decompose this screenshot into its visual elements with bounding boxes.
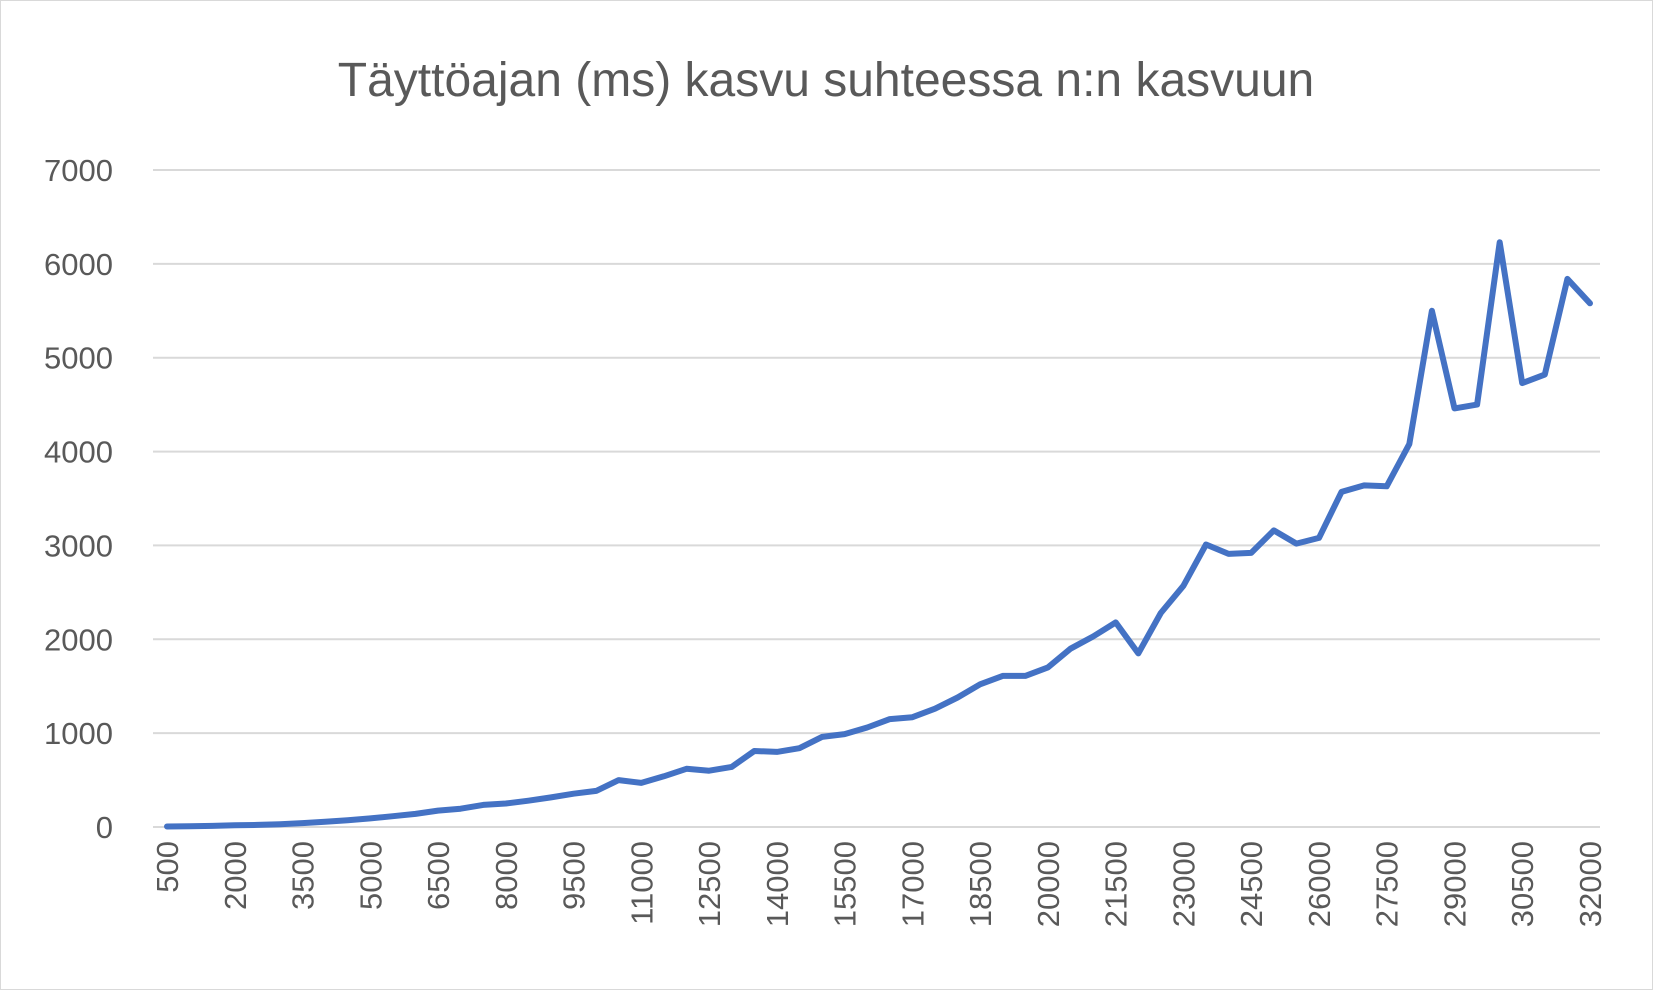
x-tick-label: 26000 [1302,841,1337,927]
x-tick-label: 15500 [828,841,863,927]
y-tick-label: 2000 [44,622,113,657]
y-axis-tick-labels: 0 1000 2000 3000 4000 5000 6000 7000 [44,153,113,845]
x-tick-label: 8000 [489,841,524,910]
y-tick-label: 6000 [44,247,113,282]
y-tick-label: 0 [96,810,113,845]
y-tick-label: 7000 [44,153,113,188]
gridlines [153,169,1600,828]
x-tick-label: 3500 [286,841,321,910]
series-layer [164,239,1593,830]
x-tick-label: 23000 [1166,841,1201,927]
x-tick-label: 12500 [692,841,727,927]
x-tick-label: 5000 [353,841,388,910]
x-tick-label: 9500 [557,841,592,910]
x-tick-label: 2000 [218,841,253,910]
series-line [164,239,1593,830]
x-tick-label: 21500 [1099,841,1134,927]
y-tick-label: 4000 [44,435,113,470]
y-tick-label: 5000 [44,341,113,376]
x-tick-label: 17000 [895,841,930,927]
x-tick-label: 14000 [760,841,795,927]
x-tick-label: 500 [150,841,185,893]
x-tick-label: 27500 [1370,841,1405,927]
x-tick-label: 11000 [624,841,659,925]
y-tick-label: 1000 [44,716,113,751]
x-tick-label: 32000 [1573,841,1608,927]
x-axis-tick-labels: 500 2000 3500 5000 6500 8000 9500 11000 12500 140… [150,841,1608,927]
chart-title: Täyttöajan (ms) kasvu suhteessa n:n kasv… [338,54,1314,107]
x-tick-label: 18500 [963,841,998,927]
x-tick-label: 29000 [1437,841,1472,927]
x-tick-label: 20000 [1031,841,1066,927]
x-tick-label: 6500 [421,841,456,910]
y-tick-label: 3000 [44,528,113,563]
x-tick-label: 24500 [1234,841,1269,927]
x-tick-label: 30500 [1505,841,1540,927]
